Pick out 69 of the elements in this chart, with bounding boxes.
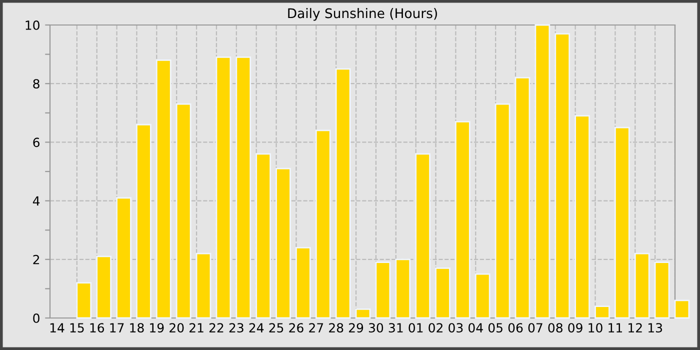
x-tick-label: 04: [468, 323, 483, 333]
x-tick-label: 28: [329, 323, 344, 333]
x-tick-label: 09: [568, 323, 582, 333]
bar: [415, 153, 430, 319]
x-tick-label: 27: [309, 323, 324, 332]
bar: [395, 258, 411, 319]
bar: [574, 115, 590, 319]
x-tick-label: 24: [249, 323, 264, 332]
bar: [455, 120, 470, 319]
x-tick-label: 25: [269, 323, 284, 333]
x-tick-label: 14: [50, 323, 64, 332]
bar: [654, 262, 670, 319]
y-tick-label: 6: [33, 138, 40, 148]
bar: [554, 33, 570, 319]
bar: [674, 300, 690, 319]
y-tick-label: 10: [26, 20, 40, 30]
x-tick-label: 29: [348, 323, 364, 333]
bar: [514, 77, 530, 319]
bar: [594, 306, 610, 319]
bar: [116, 197, 132, 319]
y-tick-label: 8: [33, 79, 40, 89]
y-tick-label: 2: [33, 254, 40, 264]
x-tick-label: 22: [209, 323, 224, 332]
x-tick-label: 10: [588, 323, 602, 333]
bar: [375, 262, 391, 319]
bar: [136, 124, 152, 319]
bar: [634, 252, 650, 319]
chart-title: Daily Sunshine (Hours): [288, 8, 437, 21]
bar: [435, 267, 450, 319]
y-tick-label: 4: [32, 196, 40, 206]
bar: [315, 130, 331, 319]
bar: [96, 256, 112, 319]
x-tick-label: 01: [408, 323, 423, 333]
bar: [474, 273, 490, 319]
x-tick-label: 02: [428, 323, 442, 333]
x-tick-label: 19: [150, 323, 164, 333]
x-tick-label: 13: [648, 323, 662, 333]
bar: [256, 153, 271, 319]
x-tick-label: 06: [508, 323, 523, 333]
bar: [296, 246, 311, 319]
x-tick-label: 12: [628, 323, 642, 332]
y-tick-label: 0: [33, 313, 40, 323]
x-tick-label: 18: [130, 323, 144, 333]
x-tick-label: 11: [608, 323, 622, 332]
x-tick-label: 30: [368, 323, 384, 333]
x-tick-label: 21: [189, 323, 204, 332]
bar: [276, 168, 291, 319]
x-tick-label: 05: [488, 323, 502, 333]
bar: [196, 252, 212, 319]
x-tick-label: 07: [528, 323, 542, 333]
x-tick-label: 16: [90, 323, 104, 333]
bar: [176, 103, 192, 319]
x-tick-label: 23: [229, 323, 244, 333]
bar: [156, 59, 172, 319]
bar: [236, 56, 252, 319]
x-tick-label: 26: [289, 323, 304, 333]
x-tick-label: 08: [548, 323, 562, 333]
x-tick-label: 17: [110, 323, 124, 332]
x-tick-label: 31: [388, 323, 403, 333]
x-tick-label: 03: [448, 323, 463, 333]
x-tick-label: 15: [70, 323, 84, 333]
bar: [335, 68, 351, 319]
bar: [355, 308, 371, 319]
bar: [534, 24, 550, 319]
bar: [76, 282, 92, 319]
bar: [614, 126, 630, 319]
bar: [216, 56, 232, 319]
x-tick-label: 20: [170, 323, 184, 333]
bar: [494, 103, 510, 319]
